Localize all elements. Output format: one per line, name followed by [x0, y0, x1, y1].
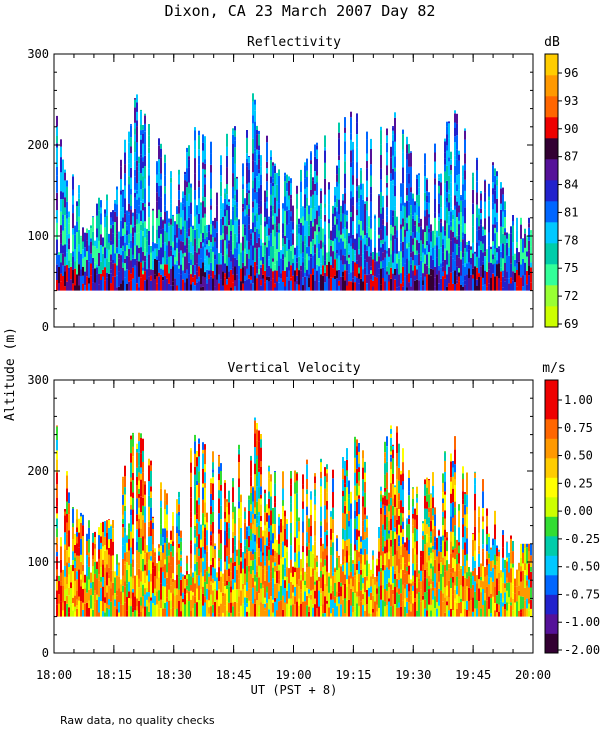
reflectivity-colorbar: 69 72 75 78 81 84 87 90 93 96 [544, 53, 578, 331]
x-tick-label: 19:15 [335, 668, 371, 682]
colorbar-swatch [545, 201, 558, 223]
colorbar-tick-label: 75 [564, 261, 578, 275]
colorbar-tick-label: 72 [564, 289, 578, 303]
x-tick-label: 18:15 [96, 668, 132, 682]
colorbar-swatch [545, 575, 558, 595]
colorbar-tick-label: 0.50 [564, 449, 593, 463]
x-axis-label: UT (PST + 8) [251, 683, 338, 697]
colorbar-swatch [545, 380, 558, 400]
colorbar-swatch [545, 264, 558, 286]
colorbar-tick-label: -0.25 [564, 532, 600, 546]
colorbar-swatch [545, 438, 558, 459]
vertical-velocity-title: Vertical Velocity [227, 361, 360, 376]
colorbar-tick-label: 96 [564, 66, 578, 80]
colorbar-frame [544, 379, 559, 654]
colorbar-swatch [545, 222, 558, 244]
reflectivity-title: Reflectivity [247, 35, 341, 50]
x-tick-label: 20:00 [515, 668, 551, 682]
vertical-velocity-colorbar-unit: m/s [542, 361, 565, 376]
colorbar-tick-label: 0.75 [564, 421, 593, 435]
vertical-velocity-axes: 0 100 200 300 18:00 18:15 18:30 18:45 19:00 19:15… [27, 373, 551, 682]
colorbar-frame [544, 53, 559, 328]
colorbar-swatch [545, 458, 558, 478]
colorbar-swatch [545, 243, 558, 265]
colorbar-tick-label: -1.00 [564, 615, 600, 629]
colorbar-swatch [545, 285, 558, 307]
colorbar-tick-label: 1.00 [564, 393, 593, 407]
colorbar-tick-label: 84 [564, 178, 578, 192]
colorbar-swatch [545, 306, 558, 328]
colorbar-swatch [545, 516, 558, 537]
vertical-velocity-panel: Vertical Velocity m/s 0 100 200 300 18:00 18:… [27, 361, 600, 682]
colorbar-swatch [545, 633, 558, 654]
x-tick-label: 19:30 [395, 668, 431, 682]
colorbar-swatch [545, 117, 558, 139]
y-tick-label: 0 [42, 646, 49, 660]
colorbar-swatch [545, 54, 558, 76]
reflectivity-axes: 0 100 200 300 [27, 47, 534, 334]
colorbar-swatch [545, 159, 558, 181]
colorbar-swatch [545, 555, 558, 576]
quality-note: Raw data, no quality checks [60, 714, 215, 727]
colorbar-swatch [545, 75, 558, 97]
colorbar-swatch [545, 138, 558, 160]
x-tick-label: 18:30 [156, 668, 192, 682]
figure-title: Dixon, CA 23 March 2007 Day 82 [165, 2, 436, 20]
y-tick-label: 300 [27, 373, 49, 387]
y-tick-label: 0 [42, 320, 49, 334]
colorbar-tick-label: 0.00 [564, 504, 593, 518]
y-tick-label: 200 [27, 464, 49, 478]
colorbar-tick-label: -2.00 [564, 643, 600, 657]
colorbar-swatch [545, 96, 558, 118]
colorbar-swatch [545, 497, 558, 517]
colorbar-swatch [545, 419, 558, 439]
y-axis-label: Altitude (m) [3, 327, 18, 421]
vertical-velocity-data [56, 417, 532, 617]
colorbar-tick-label: -0.75 [564, 587, 600, 601]
colorbar-tick-label: -0.50 [564, 560, 600, 574]
y-tick-label: 100 [27, 555, 49, 569]
colorbar-tick-label: 0.25 [564, 476, 593, 490]
colorbar-tick-label: 93 [564, 94, 578, 108]
colorbar-swatch [545, 477, 558, 498]
colorbar-tick-label: 81 [564, 205, 578, 219]
x-tick-label: 18:45 [216, 668, 252, 682]
colorbar-swatch [545, 399, 558, 420]
x-tick-label: 19:45 [455, 668, 491, 682]
x-tick-label: 18:00 [36, 668, 72, 682]
reflectivity-panel: Reflectivity dB 0 100 200 300 69 72 75 78 81 84 8… [27, 35, 578, 334]
y-tick-label: 100 [27, 229, 49, 243]
colorbar-tick-label: 78 [564, 233, 578, 247]
colorbar-swatch [545, 536, 558, 556]
x-tick-label: 19:00 [275, 668, 311, 682]
y-tick-label: 300 [27, 47, 49, 61]
colorbar-tick-label: 90 [564, 122, 578, 136]
colorbar-tick-label: 87 [564, 150, 578, 164]
vertical-velocity-colorbar: -2.00 -1.00 -0.75 -0.50 -0.25 0.00 0.25 0.50 0.7… [544, 379, 600, 657]
reflectivity-data [56, 93, 532, 291]
reflectivity-colorbar-unit: dB [544, 35, 560, 50]
colorbar-swatch [545, 614, 558, 634]
colorbar-tick-label: 69 [564, 317, 578, 331]
y-tick-label: 200 [27, 138, 49, 152]
colorbar-swatch [545, 594, 558, 615]
colorbar-swatch [545, 180, 558, 202]
